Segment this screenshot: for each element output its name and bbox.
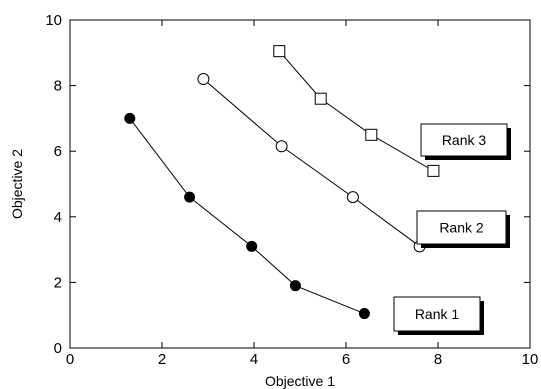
y-axis-tick-label: 8	[54, 78, 62, 95]
rank-label-text: Rank 3	[442, 132, 487, 148]
series-1-point	[184, 191, 196, 203]
y-axis-label: Objective 2	[9, 149, 25, 219]
rank-label-text: Rank 1	[415, 306, 460, 322]
series-2-point	[275, 140, 288, 153]
series-2-point	[197, 73, 210, 86]
x-axis-tick-label: 10	[522, 351, 539, 368]
series-2-point	[346, 191, 359, 204]
y-axis-tick-label: 0	[54, 340, 62, 357]
series-1-point	[358, 308, 370, 320]
rank-label-frame	[420, 123, 508, 157]
rank-label-frame	[393, 296, 481, 332]
y-axis-tick-label: 10	[45, 12, 62, 29]
x-axis-tick-label: 0	[66, 351, 74, 368]
rank-label-text: Rank 2	[439, 220, 484, 236]
series-1-point	[289, 280, 301, 292]
y-axis-tick-label: 2	[54, 274, 62, 291]
series-1-point	[246, 240, 258, 252]
series-3-point	[427, 164, 440, 177]
series-line-2	[203, 78, 420, 247]
rank-label-frame	[416, 210, 507, 245]
series-line-3	[278, 50, 434, 172]
series-3-point	[365, 128, 378, 141]
x-axis-tick-label: 2	[158, 351, 166, 368]
y-axis-tick-label: 4	[54, 209, 62, 226]
series-1-point	[124, 112, 136, 124]
x-axis-label: Objective 1	[265, 373, 335, 389]
rank-label-box: Rank 2	[416, 210, 510, 248]
x-axis-tick-label: 8	[434, 351, 442, 368]
y-axis-tick-label: 6	[54, 143, 62, 160]
x-axis-tick-label: 6	[342, 351, 350, 368]
x-axis-tick-label: 4	[250, 351, 258, 368]
series-3-point	[314, 92, 327, 105]
series-3-point	[273, 45, 286, 58]
rank-label-box: Rank 1	[393, 296, 484, 335]
rank-label-box: Rank 3	[420, 123, 511, 160]
